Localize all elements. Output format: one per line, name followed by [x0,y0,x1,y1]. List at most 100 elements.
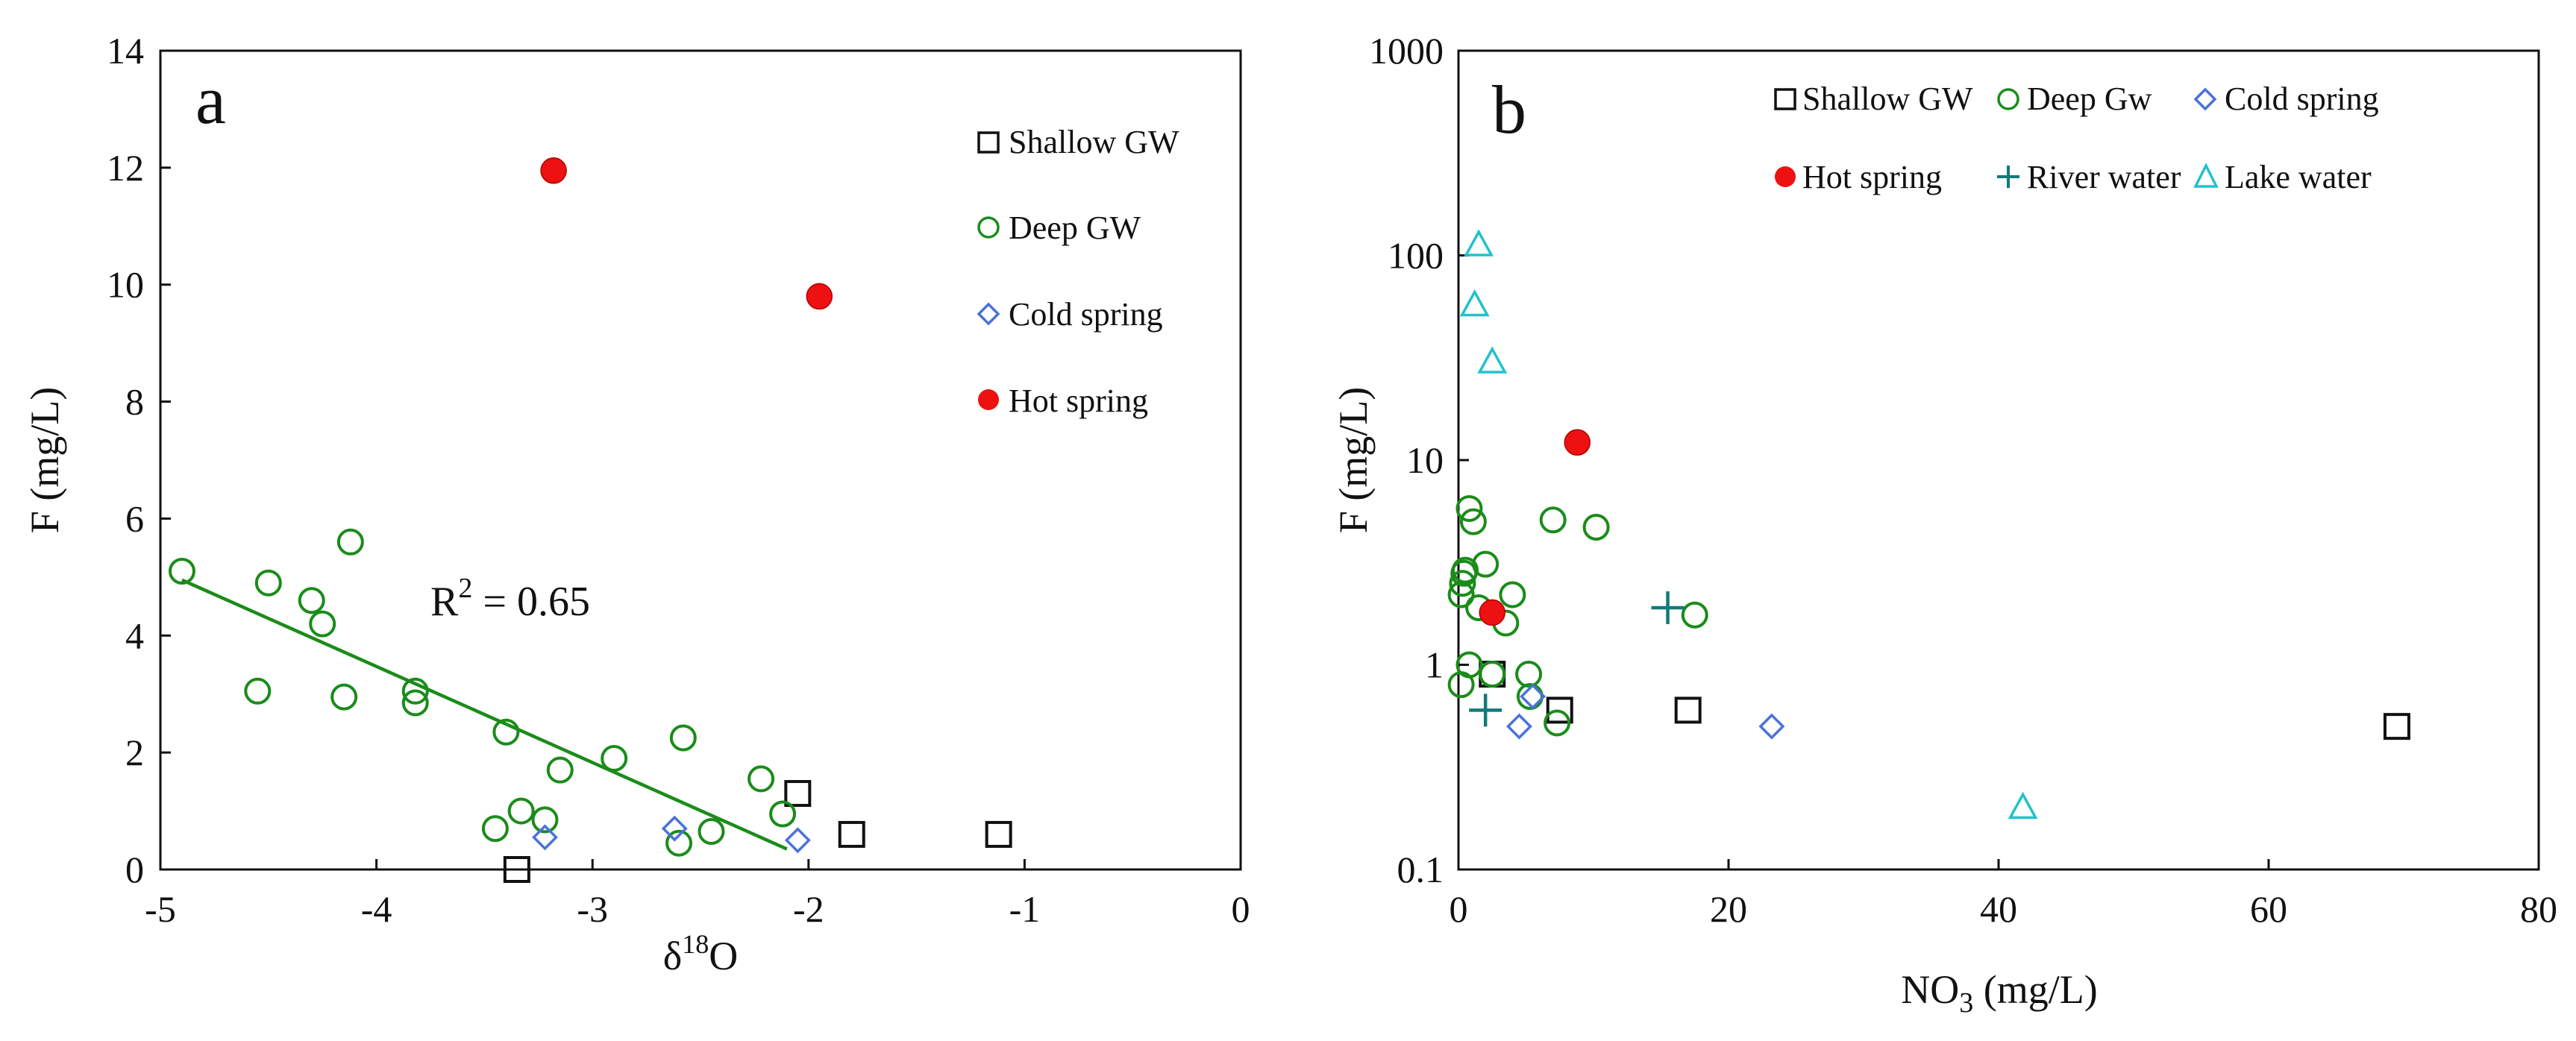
panel-b-x-axis-title: NO3 (mg/L) [1901,967,2097,1019]
point-shallow-gw [784,780,812,808]
panel-a-plot-frame [159,49,1242,871]
point-deep-gw [748,765,775,793]
point-deep-gw [244,677,272,705]
panel-a-y-tick-label: 10 [107,264,144,306]
point-shallow-gw [1546,696,1573,724]
panel-b-x-tick-label: 0 [1450,888,1468,930]
legend-b-circle-marker [1997,88,2019,110]
panel-a-y-tick-label: 0 [125,849,144,890]
point-deep-gw [601,744,628,772]
panel-a-x-tick-label: -3 [577,888,608,930]
panel-b-points [1447,229,2410,820]
legend-b-triangle-marker [2193,163,2219,188]
panel-b-y-tick-label: 10 [1406,439,1444,481]
panel-b-series-cold-spring [1505,683,1785,740]
point-deep-gw [698,818,725,846]
point-hot-spring [1564,429,1591,456]
panel-b: b 0.1 1 10 100 1000 0 20 40 60 80 F (mg/L) NO3 (… [1331,30,2557,1019]
point-river-water [1469,694,1502,727]
legend-b-hot-spring-label: Hot spring [1802,159,1942,195]
point-deep-gw [254,569,282,597]
point-lake-water [1459,289,1490,317]
panel-a-series-shallow-gw [503,780,1012,883]
panel-a-y-tick-label: 14 [107,30,144,72]
point-shallow-gw [2383,713,2410,740]
panel-a-x-axis-title-sup: 18 [682,929,709,959]
point-deep-gw [492,718,520,746]
panel-b-y-tick-label: 1000 [1369,30,1444,72]
point-deep-gw [1449,570,1476,597]
legend-b-filled-circle-marker [1775,166,1796,187]
legend-b-diamond-marker [2193,87,2217,111]
panel-b-series-hot-spring [1479,429,1591,626]
point-cold-spring [1505,713,1532,740]
legend-b-deep-gw: Deep Gw [1997,81,2152,117]
point-lake-water [1464,229,1494,257]
legend-a-deep-gw: Deep GW [977,210,1141,246]
legend-a-diamond-marker [977,302,1000,326]
r2-tail: = 0.65 [472,579,590,625]
legend-a-cold-spring-label: Cold spring [1009,296,1163,333]
point-deep-gw [309,610,336,638]
panel-b-series-shallow-gw [1479,661,2410,740]
panel-a-series-deep-gw [168,528,797,857]
panel-b-series-river-water [1469,591,1685,727]
point-shallow-gw [985,820,1012,848]
point-shallow-gw [838,820,865,848]
panel-b-x-ticks: 0 20 40 60 80 [1450,859,2557,930]
point-deep-gw [531,806,559,834]
panel-b-x-tick-label: 20 [1710,888,1747,930]
legend-a-hot-spring: Hot spring [978,383,1148,419]
point-hot-spring [1479,599,1505,626]
point-shallow-gw [503,856,530,883]
legend-b-hot-spring: Hot spring [1775,159,1942,195]
panel-b-series-lake-water [1459,229,2038,820]
legend-b-shallow-gw: Shallow GW [1774,81,1973,117]
legend-a-shallow-gw-label: Shallow GW [1009,124,1179,160]
legend-b-deep-gw-label: Deep Gw [2027,81,2152,117]
panel-b-x-tick-label: 80 [2520,888,2557,930]
point-deep-gw [1539,506,1567,534]
point-deep-gw [1459,508,1487,535]
panel-a-x-axis-title-base: δ [663,934,682,978]
point-deep-gw [481,815,509,843]
panel-b-x-axis-title-base: NO [1901,967,1959,1012]
point-cold-spring [532,824,558,851]
point-lake-water [2008,791,2038,820]
point-deep-gw [1455,651,1483,679]
panel-a-y-tick-label: 6 [125,497,144,539]
panel-a-points [168,157,1012,883]
point-hot-spring [806,283,833,310]
point-deep-gw [1499,581,1526,608]
panel-b-letter: b [1492,72,1526,148]
legend-a-square-marker [977,131,1000,154]
panel-b-x-tick-label: 40 [1980,888,2017,930]
legend-b-shallow-gw-label: Shallow GW [1802,81,1973,117]
point-deep-gw [769,800,797,828]
point-cold-spring [784,827,811,854]
panel-b-y-tick-label: 100 [1388,235,1444,277]
point-deep-gw [168,558,195,585]
panel-a-y-tick-label: 2 [125,732,144,773]
point-deep-gw [1479,661,1506,688]
point-lake-water [1477,346,1508,374]
panel-a-series-hot-spring [540,157,833,310]
point-deep-gw [1544,709,1571,737]
panel-b-x-tick-label: 60 [2250,888,2287,930]
legend-a-circle-marker [977,216,1000,239]
point-hot-spring [540,157,567,184]
legend-b-cold-spring-label: Cold spring [2225,81,2379,117]
point-cold-spring [661,815,688,842]
point-deep-gw [507,797,535,825]
panel-b-y-tick-label: 1 [1425,644,1444,686]
panel-a-y-tick-label: 4 [125,614,144,656]
legend-a-cold-spring: Cold spring [977,296,1163,333]
panel-b-x-axis-title-tail: (mg/L) [1973,967,2097,1012]
legend-a-hot-spring-label: Hot spring [1009,383,1148,419]
point-deep-gw [546,756,574,784]
panel-b-y-tick-label: 0.1 [1397,849,1444,890]
panel-b-y-axis-title: F (mg/L) [1331,387,1376,534]
panel-b-series-deep-gw [1447,494,1708,737]
point-deep-gw [1582,514,1610,541]
